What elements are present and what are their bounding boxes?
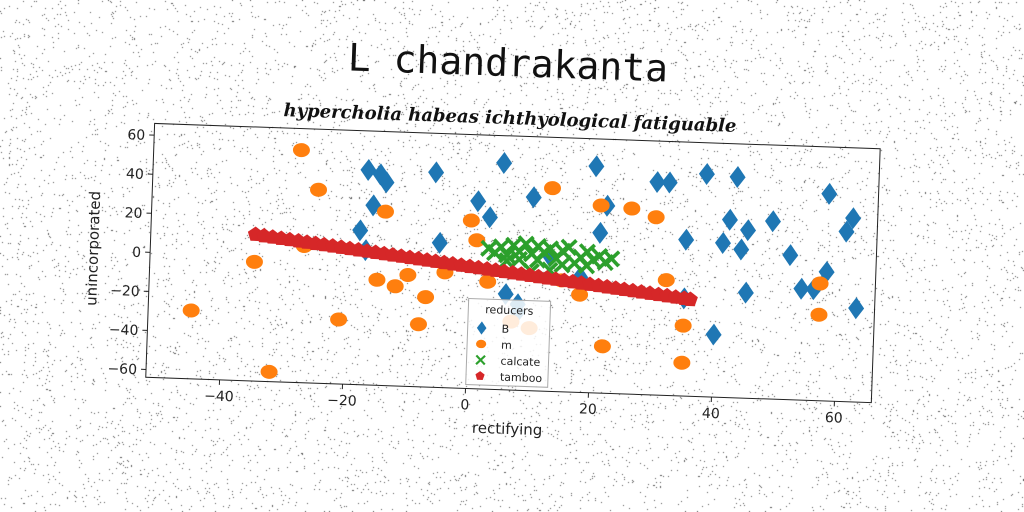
m-point — [368, 272, 386, 287]
b-point — [737, 281, 754, 304]
b-point — [678, 228, 695, 251]
b-point — [661, 171, 678, 194]
x-tick-label: 60 — [825, 410, 843, 427]
b-point — [525, 186, 542, 209]
m-point — [810, 307, 828, 322]
y-axis-label: unincorporated — [82, 191, 104, 307]
b-point — [838, 220, 855, 243]
series-tamboo — [247, 226, 698, 307]
b-point — [714, 232, 731, 254]
chart-subtitle: hypercholia habeas ichthyological fatigu… — [283, 100, 737, 137]
x-axis-label: rectifying — [472, 419, 543, 439]
calcate-point — [553, 256, 571, 274]
legend-box — [465, 297, 552, 388]
b-point — [431, 231, 448, 254]
b-point — [352, 219, 369, 242]
b-point — [360, 159, 377, 182]
b-point — [428, 161, 445, 184]
series-b — [352, 152, 865, 346]
m-point — [647, 210, 665, 225]
b-point — [372, 163, 389, 186]
b-point — [733, 238, 750, 261]
legend-marker-m — [476, 339, 487, 349]
legend-marker-tamboo — [475, 371, 485, 380]
b-point — [793, 277, 810, 300]
m-point — [292, 143, 310, 158]
m-point — [417, 290, 435, 305]
series-calcate — [480, 235, 621, 281]
b-point — [378, 171, 395, 194]
legend: reducers Bm calcate tamboo — [465, 297, 552, 388]
m-point — [674, 318, 692, 333]
b-point — [365, 194, 382, 217]
m-point — [399, 268, 417, 283]
legend-title: reducers — [485, 303, 534, 318]
m-point — [245, 254, 263, 269]
b-point — [649, 171, 666, 194]
y-tick-label: 40 — [126, 166, 144, 183]
m-point — [330, 312, 348, 327]
y-tick-label: 60 — [127, 127, 145, 144]
b-point — [764, 210, 781, 233]
x-tick-label: −20 — [327, 393, 357, 410]
x-tick-label: −40 — [204, 388, 234, 405]
axis-ticks: −40 −20 0 20 40 60 −60 −40 −20 0 20 40 60 — [107, 127, 843, 427]
legend-label-tamboo: tamboo — [500, 371, 543, 385]
b-point — [721, 208, 738, 231]
y-tick-label: 0 — [132, 245, 141, 261]
m-point — [811, 276, 829, 291]
data-marks — [182, 143, 865, 379]
y-tick-label: 20 — [124, 205, 142, 222]
m-point — [462, 213, 480, 228]
m-point — [310, 182, 328, 197]
m-point — [409, 317, 427, 332]
b-point — [592, 221, 609, 244]
m-point — [376, 204, 394, 219]
m-point — [386, 279, 404, 294]
chart-title: L chandrakanta — [347, 35, 669, 90]
plot-frame — [145, 122, 881, 404]
legend-marker-b — [476, 321, 487, 335]
y-tick-label: −40 — [109, 322, 139, 339]
b-point — [848, 297, 865, 320]
y-tick-label: −20 — [110, 283, 140, 300]
b-point — [705, 323, 722, 346]
b-point — [481, 206, 498, 229]
b-point — [782, 244, 799, 267]
m-point — [657, 273, 675, 288]
b-point — [845, 207, 862, 230]
m-point — [571, 287, 589, 302]
b-point — [470, 190, 487, 213]
x-tick-label: 0 — [460, 397, 469, 413]
calcate-point — [510, 250, 528, 269]
legend-label-m: m — [501, 339, 512, 352]
legend-label-calcate: calcate — [500, 355, 540, 369]
y-tick-label: −60 — [107, 361, 137, 378]
m-point — [479, 274, 497, 289]
x-tick-label: 20 — [579, 401, 597, 418]
m-point — [182, 303, 200, 318]
b-point — [740, 219, 757, 242]
plot-area: −40 −20 0 20 40 60 −60 −40 −20 0 20 40 60 rectifying… — [82, 122, 881, 439]
tamboo-point — [682, 291, 698, 307]
b-point — [821, 182, 838, 205]
m-point — [593, 339, 611, 354]
b-point — [698, 163, 715, 186]
x-tick-label: 40 — [702, 406, 720, 423]
calcate-point — [529, 237, 547, 256]
b-point — [588, 155, 605, 178]
calcate-point — [602, 249, 621, 268]
m-point — [592, 198, 610, 213]
b-point — [729, 166, 746, 189]
b-point — [496, 152, 513, 175]
m-point — [544, 181, 562, 196]
m-point — [673, 355, 691, 370]
calcate-point — [578, 256, 596, 275]
m-point — [468, 233, 486, 248]
m-point — [623, 201, 641, 216]
m-point — [260, 364, 278, 379]
legend-label-b: B — [501, 323, 509, 336]
legend-marker-calcate — [475, 354, 486, 366]
